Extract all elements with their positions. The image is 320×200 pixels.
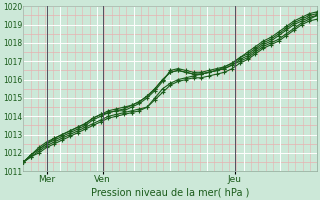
X-axis label: Pression niveau de la mer( hPa ): Pression niveau de la mer( hPa ) xyxy=(91,187,250,197)
